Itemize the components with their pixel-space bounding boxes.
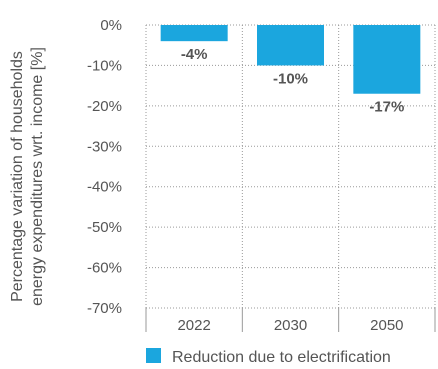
y-axis-title-line: Percentage variation of households — [9, 51, 26, 302]
data-label: -17% — [369, 99, 404, 116]
data-label: -10% — [273, 70, 308, 87]
bar-2050 — [353, 25, 421, 94]
y-tick-labels: 0% -10% -20% -30% -40% -50% -60% -70% — [87, 17, 122, 317]
gridlines — [146, 24, 435, 309]
bar-2022 — [160, 25, 228, 42]
data-labels: -4% -10% -17% — [181, 46, 405, 116]
legend: Reduction due to electrification — [146, 348, 391, 366]
y-tick-label: -60% — [87, 260, 122, 277]
data-label: -4% — [181, 46, 208, 63]
x-tick-labels: 2022 2030 2050 — [177, 317, 403, 334]
y-axis-title: Percentage variation of households energy… — [9, 47, 46, 306]
y-axis-title-line: energy expenditures wrt. income [%] — [29, 47, 46, 306]
y-tick-label: 0% — [100, 17, 122, 34]
y-tick-label: -40% — [87, 179, 122, 196]
y-tick-label: -50% — [87, 219, 122, 236]
y-tick-label: -70% — [87, 300, 122, 317]
x-tick-label: 2030 — [274, 317, 307, 334]
y-tick-label: -30% — [87, 138, 122, 155]
category-separators — [145, 25, 436, 332]
x-tick-label: 2050 — [370, 317, 403, 334]
bars — [160, 25, 421, 94]
legend-label: Reduction due to electrification — [172, 349, 391, 366]
legend-swatch — [146, 348, 161, 363]
bar-2030 — [257, 25, 324, 66]
y-tick-label: -20% — [87, 98, 122, 115]
y-tick-label: -10% — [87, 57, 122, 74]
x-tick-label: 2022 — [177, 317, 210, 334]
